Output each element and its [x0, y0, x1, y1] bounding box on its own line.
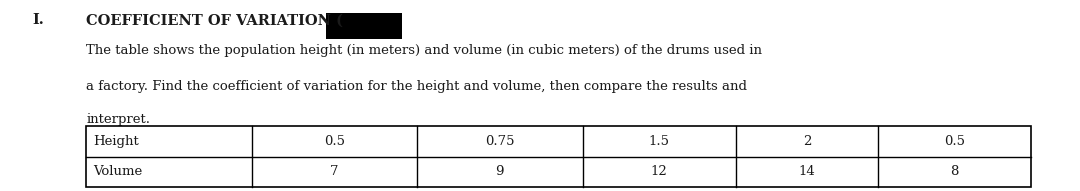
- Text: 1.5: 1.5: [649, 135, 670, 148]
- Text: interpret.: interpret.: [86, 113, 150, 126]
- Text: 14: 14: [798, 165, 815, 178]
- Text: The table shows the population height (in meters) and volume (in cubic meters) o: The table shows the population height (i…: [86, 44, 762, 57]
- Text: I.: I.: [32, 13, 44, 27]
- Text: 0.5: 0.5: [324, 135, 345, 148]
- Text: 9: 9: [496, 165, 504, 178]
- Text: 2: 2: [802, 135, 811, 148]
- Text: 0.5: 0.5: [944, 135, 966, 148]
- Text: COEFFICIENT OF VARIATION (: COEFFICIENT OF VARIATION (: [86, 13, 343, 27]
- Text: 7: 7: [330, 165, 339, 178]
- Text: a factory. Find the coefficient of variation for the height and volume, then com: a factory. Find the coefficient of varia…: [86, 80, 747, 93]
- Text: Height: Height: [93, 135, 138, 148]
- Text: 12: 12: [651, 165, 667, 178]
- Bar: [86, 126, 1031, 187]
- Text: 0.75: 0.75: [485, 135, 514, 148]
- Text: Volume: Volume: [93, 165, 143, 178]
- Text: 8: 8: [950, 165, 959, 178]
- Bar: [326, 13, 402, 39]
